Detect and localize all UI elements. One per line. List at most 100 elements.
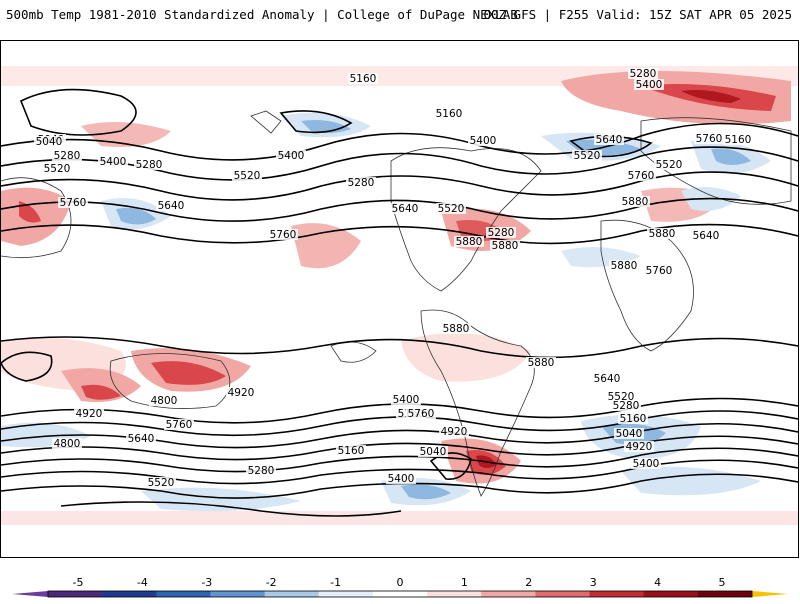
contour-label: 4800	[151, 395, 178, 407]
contour-label-bg	[609, 260, 639, 271]
contour-label-bg	[348, 73, 378, 84]
contour-label: 5760	[408, 408, 435, 420]
contour-label: 5280	[54, 150, 81, 162]
contour-label: 5760	[646, 265, 673, 277]
contour-label-bg	[644, 265, 674, 276]
contour-label-bg	[58, 197, 88, 208]
contour-label-bg	[406, 408, 436, 419]
contour-label: 5760	[166, 419, 193, 431]
contour-label: 5520	[438, 203, 465, 215]
contour-label: 4920	[441, 426, 468, 438]
contour-label: 5640	[596, 134, 623, 146]
contour-label-bg	[654, 159, 684, 170]
contour-label-bg	[626, 170, 656, 181]
contour-label: 5280	[613, 400, 640, 412]
contour-label: 5400	[100, 156, 127, 168]
contour-label: 5880	[622, 196, 649, 208]
contour-label-bg	[52, 150, 82, 161]
colorbar-tick-label: 1	[460, 576, 468, 589]
contour-label-bg	[74, 408, 104, 419]
contour-label-bg	[246, 465, 276, 476]
contour-label-bg	[592, 373, 622, 384]
colorbar-segment	[427, 591, 482, 597]
contour-label: 5880	[649, 228, 676, 240]
contour-label-bg	[336, 445, 366, 456]
contour-label-bg	[490, 240, 520, 251]
contour-label: 5640	[392, 203, 419, 215]
contour-label: 5760	[60, 197, 87, 209]
contour-label: 5520	[574, 150, 601, 162]
contour-label: 4920	[76, 408, 103, 420]
contour-label-bg	[346, 177, 376, 188]
colorbar-segment	[372, 591, 428, 597]
contour-label: 5040	[616, 428, 643, 440]
contour-label: 5760	[628, 170, 655, 182]
contour-label-bg	[232, 170, 262, 181]
height-contours	[1, 88, 798, 517]
contour-label-bg	[606, 391, 636, 402]
colorbar-segment	[210, 591, 266, 597]
contour-label-bg	[624, 441, 654, 452]
contour-label-bg	[386, 473, 416, 484]
contour-label: 5160	[436, 108, 463, 120]
contour-label: 5040	[36, 136, 63, 148]
colorbar-tick-label: -2	[265, 576, 277, 589]
contour-label: 5880	[492, 240, 519, 252]
contour-label: 5280	[630, 68, 657, 80]
contour-label-bg	[647, 228, 677, 239]
contour-label-bg	[149, 395, 179, 406]
contour-label-bg	[276, 150, 306, 161]
contour-label: 5760	[270, 229, 297, 241]
colorbar-max-triangle	[752, 591, 788, 597]
colorbar-tick-label: 4	[654, 576, 662, 589]
colorbar-tick-label: 0	[396, 576, 404, 589]
contour-label-bg	[618, 413, 648, 424]
colorbar-tick-label: -1	[330, 576, 342, 589]
contour-label-bg	[226, 387, 256, 398]
contour-label: 5400	[278, 150, 305, 162]
contour-label: 5400	[393, 394, 420, 406]
contour-label-bg	[434, 108, 464, 119]
anomaly-map: 5160528054005040540052805520576056405520…	[1, 66, 798, 525]
contour-label: 5520	[234, 170, 261, 182]
contour-label-bg	[572, 150, 602, 161]
contour-label-bg	[391, 394, 421, 405]
contour-label-bg	[468, 135, 498, 146]
colorbar-segment	[156, 591, 211, 597]
colorbar-tick-label: 5	[718, 576, 726, 589]
map-title: 500mb Temp 1981-2010 Standardized Anomal…	[6, 7, 518, 22]
contour-label-bg	[268, 229, 298, 240]
contour-label: 5880	[443, 323, 470, 335]
colorbar-tick-label: -3	[201, 576, 213, 589]
contour-label-bg	[126, 433, 156, 444]
colorbar-graphic	[12, 590, 788, 598]
colorbar	[0, 570, 800, 600]
colorbar-outline	[47, 590, 753, 598]
contour-label-bg	[441, 323, 471, 334]
contour-label: 5520	[656, 159, 683, 171]
contour-label-bg	[42, 163, 72, 174]
contour-label: 5280	[136, 159, 163, 171]
contour-label: 5520	[148, 477, 175, 489]
map-panel: 5160528054005040540052805520576056405520…	[0, 40, 799, 558]
colorbar-segment	[481, 591, 536, 597]
colorbar-segment	[697, 591, 753, 597]
contour-label-bg	[723, 134, 753, 145]
contour-label: 5400	[636, 79, 663, 91]
contour-label-bg	[620, 196, 650, 207]
contour-label-bg	[526, 357, 556, 368]
contour-label-bg	[34, 136, 64, 147]
contour-label: 5040	[420, 446, 447, 458]
contour-label-bg	[486, 227, 516, 238]
contour-label-bg	[164, 419, 194, 430]
contour-label: 5640	[158, 200, 185, 212]
contour-label: 5880	[456, 236, 483, 248]
contour-label: 5400	[633, 458, 660, 470]
colorbar-segment	[643, 591, 699, 597]
contour-label: 4920	[228, 387, 255, 399]
contour-label: 5280	[488, 227, 515, 239]
contour-label: 5160	[620, 413, 647, 425]
contour-label-bg	[390, 203, 420, 214]
contour-label-bg	[52, 438, 82, 449]
contour-label: 5520	[44, 163, 71, 175]
